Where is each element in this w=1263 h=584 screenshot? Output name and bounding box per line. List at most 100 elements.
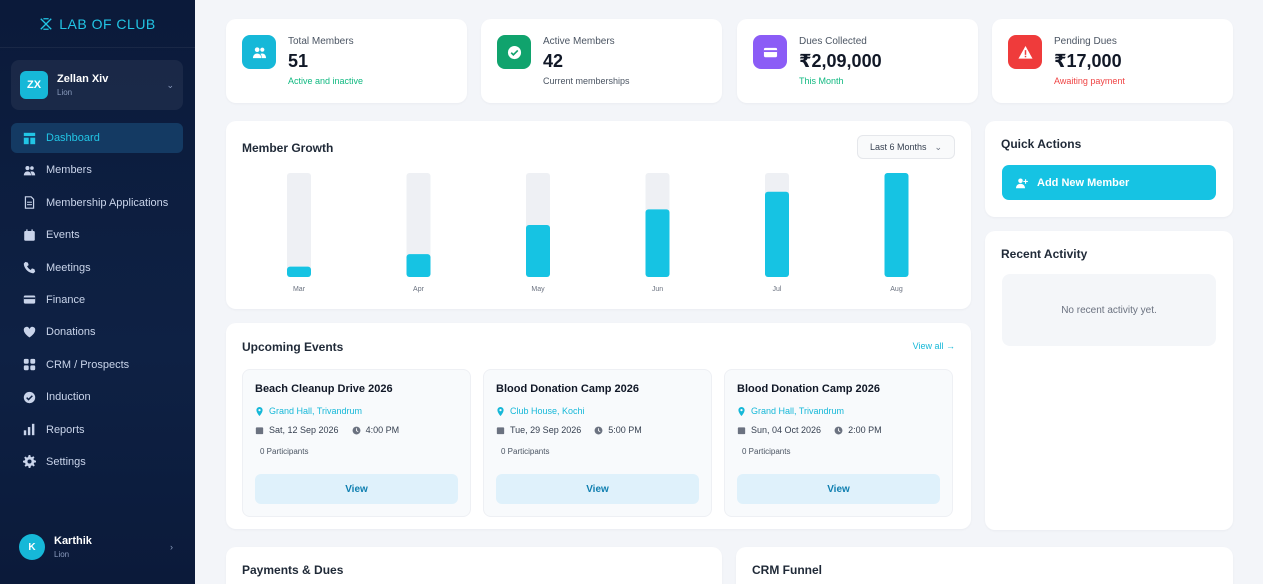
bar-aug[interactable]	[884, 173, 909, 277]
clock-icon	[834, 426, 843, 434]
dashboard-icon	[22, 131, 36, 145]
user-name: Karthik	[54, 535, 92, 547]
stat-label: Dues Collected	[799, 36, 867, 47]
event-time: 5:00 PM	[608, 425, 642, 435]
bar-jun[interactable]	[645, 209, 670, 277]
calendar-icon	[496, 426, 505, 434]
event-datetime: Sat, 12 Sep 2026 4:00 PM	[255, 425, 458, 435]
brand-name: LAB OF CLUB	[59, 15, 156, 32]
sidebar-item-induction[interactable]: Induction	[11, 382, 183, 412]
sidebar-item-label: CRM / Prospects	[46, 358, 130, 371]
stat-label: Active Members	[543, 36, 615, 47]
payments-dues-card: Payments & Dues	[226, 547, 722, 584]
sidebar-item-settings[interactable]: Settings	[11, 447, 183, 477]
chevron-down-icon: ⌄	[166, 79, 174, 90]
sidebar-item-finance[interactable]: Finance	[11, 285, 183, 315]
phone-icon	[22, 261, 36, 275]
x-tick-label: Aug	[890, 286, 903, 293]
event-participants: 0 Participants	[260, 447, 309, 456]
bar-jul[interactable]	[765, 191, 789, 277]
sidebar-item-crm-prospects[interactable]: CRM / Prospects	[11, 350, 183, 380]
users-icon	[242, 35, 276, 69]
brand-logo[interactable]: LAB OF CLUB	[0, 0, 195, 48]
stat-value: ₹2,09,000	[799, 51, 882, 71]
event-datetime: Sun, 04 Oct 2026 2:00 PM	[737, 425, 940, 435]
bar-may[interactable]	[526, 225, 550, 277]
stat-value: 51	[288, 51, 309, 71]
card-icon	[753, 35, 787, 69]
stat-value: 42	[543, 51, 564, 71]
view-event-button[interactable]: View	[737, 474, 940, 504]
sidebar-item-label: Induction	[46, 391, 91, 404]
add-new-member-label: Add New Member	[1037, 176, 1130, 189]
view-event-button[interactable]: View	[255, 474, 458, 504]
view-all-events-link[interactable]: View all →	[912, 341, 955, 351]
location-pin-icon	[497, 406, 504, 416]
crm-funnel-card: CRM Funnel	[736, 547, 1233, 584]
x-tick-label: May	[531, 286, 545, 293]
document-icon	[22, 196, 36, 210]
card-title: Recent Activity	[1001, 247, 1088, 261]
sidebar: LAB OF CLUB ZX Zellan Xiv Lion ⌄ Dashboa…	[0, 0, 195, 584]
stat-subtext: Current memberships	[543, 76, 630, 86]
calendar-icon	[22, 228, 36, 242]
x-tick-label: Jul	[773, 286, 782, 293]
clock-icon	[594, 426, 603, 434]
add-new-member-button[interactable]: Add New Member	[1002, 165, 1216, 200]
card-title: Member Growth	[242, 141, 334, 155]
event-participants: 0 Participants	[742, 447, 791, 456]
event-date: Sat, 12 Sep 2026	[269, 425, 339, 435]
sidebar-item-label: Dashboard	[46, 132, 100, 144]
check-circle-icon	[497, 35, 531, 69]
user-name: Zellan Xiv	[57, 73, 109, 85]
event-title: Blood Donation Camp 2026	[496, 383, 640, 395]
event-location: Grand Hall, Trivandrum	[737, 406, 940, 416]
sidebar-item-events[interactable]: Events	[11, 220, 183, 250]
event-participants: 0 Participants	[501, 447, 550, 456]
user-role: Lion	[54, 550, 70, 559]
sidebar-item-label: Finance	[46, 293, 86, 306]
sidebar-item-label: Settings	[46, 455, 86, 468]
event-card: Blood Donation Camp 2026 Grand Hall, Tri…	[724, 369, 953, 517]
sidebar-item-meetings[interactable]: Meetings	[11, 253, 183, 283]
account-menu[interactable]: K Karthik Lion ›	[11, 530, 183, 564]
empty-state: No recent activity yet.	[1002, 274, 1216, 346]
sidebar-item-membership-applications[interactable]: Membership Applications	[11, 188, 183, 218]
stat-subtext: This Month	[799, 76, 844, 86]
card-title: Upcoming Events	[242, 340, 344, 354]
date-range-value: Last 6 Months	[869, 142, 927, 152]
sidebar-item-dashboard[interactable]: Dashboard	[11, 123, 183, 153]
bar-apr[interactable]	[406, 254, 431, 277]
gear-icon	[22, 455, 36, 469]
bar-track	[406, 173, 431, 277]
x-tick-label: Apr	[413, 286, 425, 293]
current-user-switcher[interactable]: ZX Zellan Xiv Lion ⌄	[11, 60, 183, 110]
card-icon	[22, 293, 36, 307]
avatar: ZX	[20, 71, 48, 99]
sidebar-item-label: Members	[46, 164, 92, 177]
stat-label: Pending Dues	[1054, 36, 1117, 47]
date-range-select[interactable]: Last 6 Months ⌄	[857, 135, 955, 159]
location-pin-icon	[256, 406, 263, 416]
quick-actions-card: Quick Actions Add New Member	[985, 121, 1233, 217]
card-title: CRM Funnel	[752, 563, 822, 577]
card-title: Quick Actions	[1001, 137, 1082, 151]
stat-card-total-members: Total Members 51 Active and inactive	[226, 19, 467, 103]
stat-card-pending-dues: Pending Dues ₹17,000 Awaiting payment	[992, 19, 1233, 103]
sidebar-item-donations[interactable]: Donations	[11, 317, 183, 347]
sidebar-item-reports[interactable]: Reports	[11, 415, 183, 445]
sidebar-item-label: Meetings	[46, 261, 91, 274]
view-event-button[interactable]: View	[496, 474, 699, 504]
event-location-text: Grand Hall, Trivandrum	[269, 406, 363, 416]
sidebar-item-members[interactable]: Members	[11, 155, 183, 185]
users-icon	[22, 163, 36, 177]
stat-subtext: Awaiting payment	[1054, 76, 1125, 86]
grid-icon	[22, 358, 36, 372]
logo-icon	[40, 17, 52, 30]
chevron-down-icon: ⌄	[934, 141, 943, 152]
member-growth-chart: Mar Apr May Jun Jul Aug	[287, 173, 909, 293]
bar-mar[interactable]	[287, 266, 311, 277]
event-location: Grand Hall, Trivandrum	[255, 406, 458, 416]
recent-activity-card: Recent Activity No recent activity yet.	[985, 231, 1233, 530]
event-date: Tue, 29 Sep 2026	[510, 425, 582, 435]
